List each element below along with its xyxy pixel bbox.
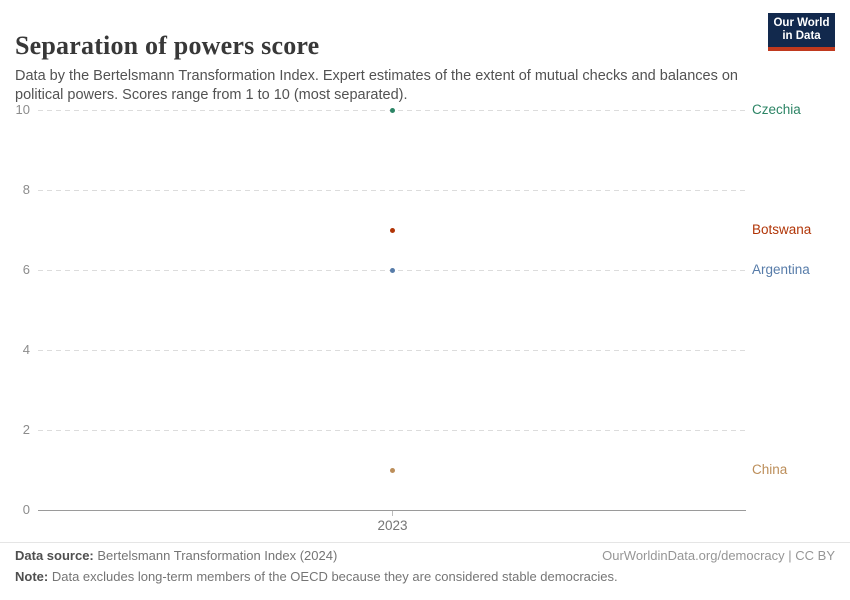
y-gridline-2 — [38, 430, 746, 431]
owid-logo-line2: in Data — [782, 30, 821, 42]
chart-footer: Data source: Bertelsmann Transformation … — [15, 548, 835, 585]
series-label-czechia[interactable]: Czechia — [752, 102, 801, 117]
credit-link[interactable]: OurWorldinData.org/democracy | CC BY — [602, 548, 835, 563]
data-point-china[interactable] — [390, 467, 395, 473]
series-label-botswana[interactable]: Botswana — [752, 222, 812, 237]
x-axis-tick — [392, 510, 393, 516]
note-value: Data excludes long-term members of the O… — [51, 569, 618, 584]
x-axis-line — [38, 510, 746, 511]
y-tick-label-10: 10 — [15, 102, 30, 117]
y-tick-label-2: 2 — [22, 422, 30, 437]
y-tick-label-0: 0 — [22, 502, 30, 517]
data-source-line: Data source: Bertelsmann Transformation … — [15, 548, 337, 564]
y-gridline-4 — [38, 350, 746, 351]
chart-subtitle: Data by the Bertelsmann Transformation I… — [15, 67, 738, 103]
y-gridline-8 — [38, 190, 746, 191]
series-label-china[interactable]: China — [752, 462, 788, 477]
data-source-value: Bertelsmann Transformation Index (2024) — [97, 548, 338, 563]
data-point-czechia[interactable] — [390, 107, 395, 113]
page-title: Separation of powers score — [15, 31, 320, 61]
y-tick-label-4: 4 — [22, 342, 30, 357]
chart-plot: 2023 0 2 4 6 8 10 Czechia Botswana Argentina Chin… — [15, 102, 812, 533]
data-source-label: Data source: — [15, 548, 94, 563]
owid-logo-line1: Our World — [773, 17, 830, 29]
series-label-argentina[interactable]: Argentina — [752, 262, 810, 277]
y-tick-label-6: 6 — [22, 262, 30, 277]
y-tick-label-8: 8 — [22, 182, 30, 197]
note-line: Note: Data excludes long-term members of… — [15, 569, 835, 585]
footer-divider — [0, 542, 850, 543]
owid-logo[interactable]: Our World in Data — [768, 13, 835, 51]
note-label: Note: — [15, 569, 49, 584]
data-point-argentina[interactable] — [390, 267, 395, 273]
x-tick-label: 2023 — [377, 518, 408, 533]
data-point-botswana[interactable] — [390, 227, 395, 233]
